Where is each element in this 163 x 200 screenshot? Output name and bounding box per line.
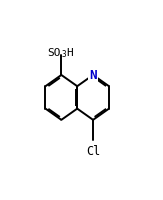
Text: Cl: Cl	[86, 144, 100, 157]
Text: H: H	[66, 48, 73, 58]
Text: 3: 3	[62, 50, 67, 59]
Text: N: N	[89, 69, 97, 82]
Text: SO: SO	[47, 48, 61, 58]
